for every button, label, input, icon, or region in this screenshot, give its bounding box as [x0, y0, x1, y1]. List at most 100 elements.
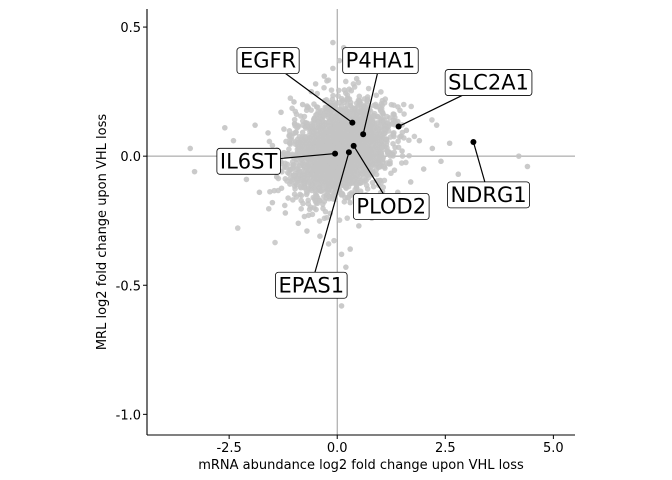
background-point [294, 177, 301, 184]
y-tick-label: 0.5 [120, 21, 141, 36]
background-point [379, 144, 385, 151]
background-point [388, 170, 394, 177]
background-point [524, 163, 531, 170]
background-point [269, 142, 276, 149]
background-point [317, 197, 323, 204]
background-point [326, 104, 332, 110]
background-point [378, 119, 385, 126]
x-axis-title: mRNA abundance log2 fold change upon VHL… [198, 458, 524, 473]
background-point [368, 136, 375, 143]
background-point [353, 116, 360, 123]
axes: -2.5 0.0 2.5 5.0 0.5 0.0 -0.5 -1.0 [116, 9, 575, 456]
background-point [364, 98, 370, 104]
background-point [379, 109, 386, 116]
background-point [344, 122, 351, 128]
background-point [269, 199, 276, 206]
background-point [330, 92, 336, 99]
background-point [271, 187, 278, 194]
background-point [298, 168, 305, 175]
background-point [290, 172, 297, 179]
background-point [319, 188, 326, 194]
background-point [391, 102, 397, 108]
background-point [375, 103, 381, 110]
background-point [349, 129, 356, 136]
background-point [314, 138, 321, 144]
background-point [365, 85, 372, 92]
background-point [304, 190, 310, 196]
gene-label-box [216, 147, 281, 175]
background-point [377, 134, 383, 140]
gene-label: NDRG1 [447, 181, 530, 209]
background-point [295, 220, 302, 227]
background-point [346, 86, 353, 93]
background-point [335, 143, 342, 150]
background-point [347, 199, 353, 206]
background-point [324, 147, 331, 154]
background-point [378, 89, 384, 95]
background-point [286, 170, 293, 177]
background-point [291, 116, 298, 123]
background-point [307, 204, 314, 210]
background-point [377, 127, 383, 133]
background-point [355, 79, 362, 86]
background-point [322, 208, 329, 215]
background-point [321, 73, 328, 79]
background-point [330, 65, 336, 72]
background-point [284, 150, 291, 157]
background-point [416, 137, 423, 144]
background-point [321, 130, 327, 136]
gene-label: PLOD2 [353, 193, 430, 220]
background-point [384, 148, 391, 155]
gene-label-text: EPAS1 [278, 273, 344, 297]
background-point [313, 104, 320, 110]
background-point [289, 176, 296, 183]
background-point [339, 127, 345, 134]
background-point [315, 119, 321, 125]
background-point [191, 168, 198, 175]
gene-label-box [447, 181, 530, 209]
background-point [319, 157, 326, 164]
background-point [304, 228, 310, 234]
background-point [304, 179, 311, 186]
background-point [339, 153, 346, 159]
background-point [396, 134, 403, 140]
background-point [446, 140, 453, 147]
gene-label-box [342, 47, 419, 75]
background-point [297, 144, 304, 151]
gene-label-box [353, 193, 430, 220]
gene-label: EGFR [236, 47, 300, 75]
background-point [293, 194, 300, 200]
background-point [336, 217, 343, 223]
gene-labels: EGFR P4HA1 SLC2A1 IL6ST NDRG1 PLOD2 EPAS1 [216, 47, 533, 299]
background-point [281, 126, 287, 132]
background-point [411, 133, 418, 140]
background-point [395, 138, 401, 145]
background-point [341, 199, 348, 205]
background-point [290, 165, 297, 171]
background-point [309, 211, 316, 218]
background-point [335, 93, 341, 99]
background-point [389, 151, 396, 158]
background-point [293, 129, 299, 135]
background-point [321, 119, 327, 126]
background-point [256, 189, 263, 196]
background-point [316, 218, 323, 224]
background-point [325, 77, 332, 83]
background-point [382, 136, 389, 142]
background-point [344, 215, 351, 221]
background-point [399, 148, 405, 154]
background-point [287, 136, 293, 143]
background-point [331, 183, 337, 189]
background-point [380, 184, 387, 191]
background-point [298, 206, 304, 212]
background-point [307, 161, 314, 168]
background-point [305, 197, 312, 204]
background-point [395, 118, 401, 125]
background-point [287, 95, 294, 102]
background-point [345, 134, 352, 141]
background-point [329, 160, 335, 167]
background-point [375, 149, 381, 155]
gene-label-box [275, 271, 348, 299]
background-point [291, 99, 297, 105]
background-point [349, 125, 356, 131]
